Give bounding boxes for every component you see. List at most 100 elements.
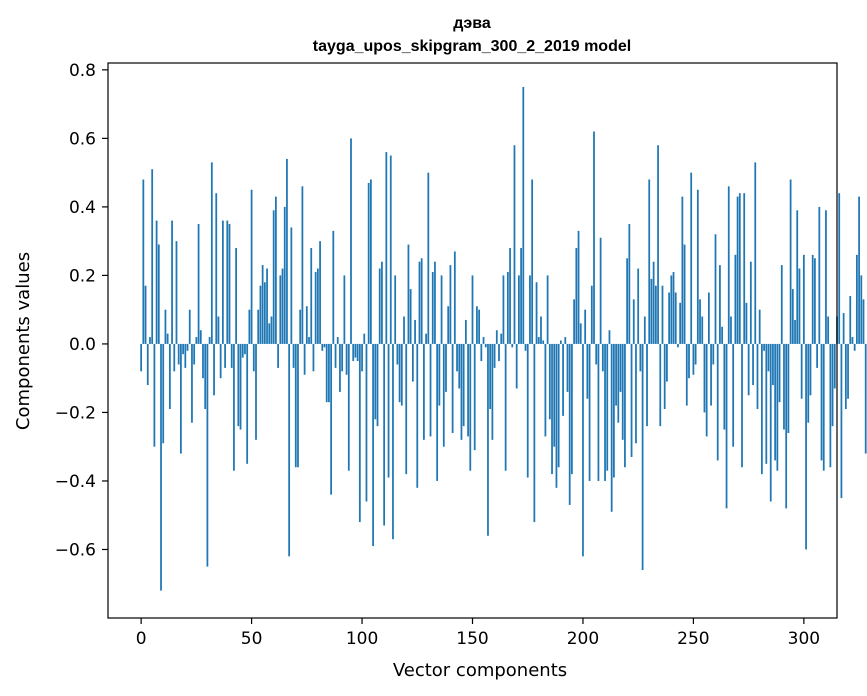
bar [160, 343, 162, 591]
bar [197, 224, 200, 344]
bar [343, 275, 346, 344]
bar [548, 343, 551, 420]
bar [369, 179, 372, 344]
bar [745, 302, 748, 344]
bar [228, 224, 231, 344]
bar [509, 248, 511, 344]
bar [263, 282, 266, 344]
bar [210, 162, 213, 344]
bar [568, 343, 571, 505]
bar [451, 343, 454, 433]
bar [769, 343, 772, 502]
bar [864, 343, 867, 454]
bar [332, 230, 335, 344]
bar [396, 343, 399, 365]
x-tick-label: 250 [677, 629, 709, 649]
bar [772, 343, 774, 386]
y-axis: −0.6 −0.4 −0.2 0.0 0.2 0.4 0.6 0.8 [55, 61, 108, 560]
bar [573, 299, 576, 344]
bar [495, 330, 498, 344]
bar [372, 343, 374, 547]
bar [166, 333, 169, 344]
y-tick-label: 0.8 [69, 61, 96, 81]
bar [241, 343, 244, 358]
bar [838, 193, 841, 344]
bar [279, 275, 282, 344]
bar [648, 179, 651, 344]
bar [818, 206, 821, 344]
bar [233, 343, 235, 471]
bar [429, 343, 432, 437]
bar [612, 343, 615, 478]
bar [608, 330, 611, 344]
bar [723, 343, 726, 430]
bar [537, 337, 540, 344]
bar [531, 179, 534, 344]
bar [334, 343, 337, 368]
bar [860, 275, 863, 344]
bar [308, 337, 310, 344]
bar [668, 292, 670, 344]
bar [754, 162, 757, 344]
bar [703, 343, 706, 413]
bar [221, 220, 224, 344]
bar [142, 179, 145, 344]
bar [146, 343, 149, 386]
bar [290, 227, 293, 344]
bar [814, 258, 816, 344]
bar [418, 261, 421, 344]
bar [747, 343, 750, 396]
bar [752, 343, 754, 386]
bar [398, 343, 401, 403]
bar [783, 343, 785, 430]
bar [719, 265, 721, 344]
bar [283, 206, 286, 344]
bar [661, 285, 664, 344]
bar [140, 343, 143, 372]
bar [694, 343, 697, 365]
bar [226, 220, 229, 344]
bar [354, 343, 357, 358]
bar [749, 261, 752, 344]
bar [281, 268, 284, 344]
bar [323, 343, 326, 348]
bar [469, 343, 472, 471]
x-tick-label: 300 [788, 629, 820, 649]
bar [389, 155, 392, 344]
bar [506, 271, 509, 344]
bar [292, 343, 295, 368]
bar [635, 343, 637, 444]
bar [710, 343, 712, 406]
bar [239, 343, 242, 430]
bar [188, 309, 191, 344]
bar [347, 343, 350, 471]
bar [643, 316, 646, 344]
bar [714, 234, 717, 344]
bar [440, 275, 443, 344]
bar [367, 182, 370, 344]
bar [811, 254, 814, 344]
x-tick-label: 0 [136, 629, 147, 649]
bar [381, 261, 383, 344]
bar [321, 343, 324, 351]
bar [853, 343, 856, 351]
bar [473, 343, 476, 451]
bar [802, 254, 805, 344]
bar [551, 343, 553, 475]
y-tick-label: 0.2 [69, 266, 96, 286]
bar [325, 343, 328, 403]
bar [590, 285, 593, 344]
bar [502, 275, 505, 344]
bar [716, 343, 719, 461]
bar [213, 343, 215, 396]
bar [743, 193, 746, 344]
bar [800, 343, 803, 399]
bar [489, 343, 492, 410]
bar [164, 309, 167, 344]
bar [168, 343, 171, 410]
bar [442, 343, 445, 447]
bar [363, 333, 366, 344]
chart-subtitle: tayga_upos_skipgram_300_2_2019 model [313, 38, 631, 55]
bar [392, 343, 394, 540]
bar [215, 193, 218, 344]
